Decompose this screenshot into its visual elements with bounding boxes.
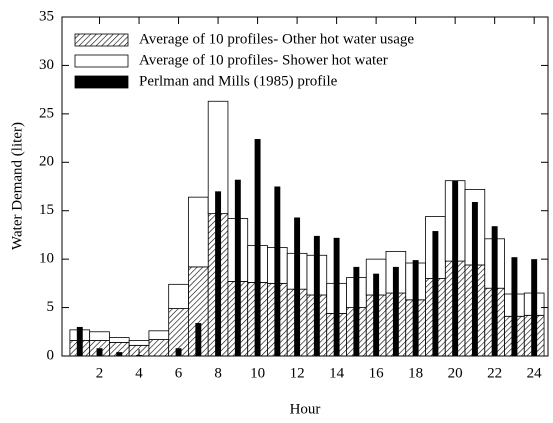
legend-swatch — [74, 33, 129, 47]
y-tick-label: 30 — [39, 57, 54, 73]
x-axis-label: Hour — [290, 401, 321, 417]
plot-frame — [61, 16, 549, 357]
legend-swatch — [74, 75, 129, 89]
x-tick-label: 4 — [135, 365, 143, 381]
y-tick-label: 20 — [39, 154, 54, 170]
bar — [254, 139, 261, 356]
bar — [274, 186, 281, 356]
x-tick-label: 8 — [214, 365, 222, 381]
x-tick-label: 6 — [175, 365, 183, 381]
bar — [333, 237, 340, 356]
legend-label: Average of 10 profiles- Other hot water … — [139, 31, 414, 47]
bar — [294, 217, 301, 356]
y-tick-label: 10 — [39, 251, 54, 267]
y-tick-label: 25 — [39, 105, 54, 121]
y-tick-label: 5 — [47, 299, 55, 315]
bar — [491, 226, 498, 356]
bar-segment — [168, 283, 189, 309]
x-tick-label: 16 — [369, 365, 385, 381]
x-tick-label: 18 — [408, 365, 423, 381]
bar — [531, 259, 538, 356]
bar — [373, 273, 380, 356]
bar — [234, 179, 241, 356]
x-tick-label: 2 — [96, 365, 104, 381]
x-tick-label: 24 — [527, 365, 543, 381]
legend-label: Perlman and Mills (1985) profile — [139, 73, 338, 89]
bar — [511, 257, 518, 356]
bar — [471, 201, 478, 356]
bar — [412, 260, 419, 356]
bar-segment — [188, 196, 209, 268]
bar — [116, 352, 123, 356]
bar — [313, 235, 320, 356]
bar-segment — [128, 340, 150, 346]
bar-segment — [148, 339, 170, 357]
x-tick-label: 22 — [487, 365, 502, 381]
bar — [432, 231, 439, 356]
x-tick-label: 20 — [448, 365, 463, 381]
bar-segment — [109, 337, 130, 343]
bar — [353, 266, 360, 356]
y-tick-label: 0 — [47, 347, 55, 363]
legend-swatch — [74, 54, 129, 68]
y-tick-label: 35 — [39, 8, 54, 24]
x-tick-label: 12 — [290, 365, 305, 381]
bar-segment — [89, 331, 110, 341]
bar-segment — [148, 330, 170, 340]
bar — [452, 180, 459, 356]
y-axis-label: Water Demand (liter) — [9, 122, 25, 250]
x-tick-label: 14 — [329, 365, 345, 381]
bar — [76, 326, 83, 356]
legend-label: Average of 10 profiles- Shower hot water — [139, 52, 388, 68]
bar — [392, 266, 399, 356]
bar — [195, 323, 202, 356]
y-tick-label: 15 — [39, 202, 54, 218]
bar — [215, 191, 222, 356]
x-tick-label: 10 — [250, 365, 265, 381]
